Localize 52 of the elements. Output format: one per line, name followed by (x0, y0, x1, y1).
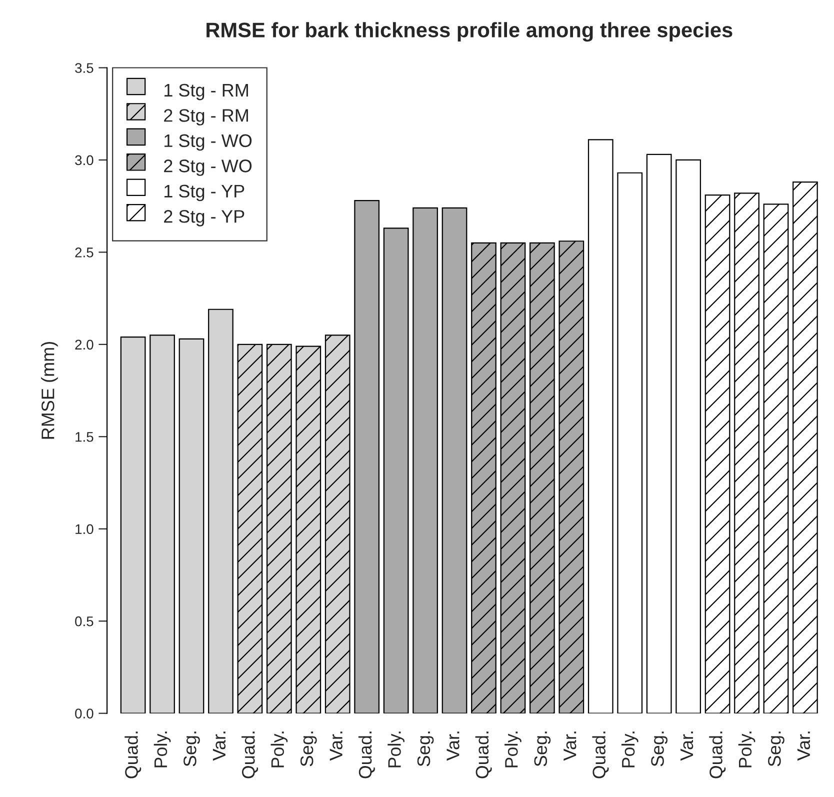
bar (150, 334, 175, 714)
bar (442, 207, 468, 714)
legend-label: 1 Stg - YP (164, 184, 244, 202)
bar (646, 154, 672, 714)
x-tick-label: Seg. (534, 732, 551, 766)
y-tick-label: 2.5 (75, 248, 94, 258)
x-tick-label: Quad. (242, 732, 258, 778)
bar (676, 159, 701, 714)
bar (354, 200, 380, 714)
y-tick-label: 1.0 (76, 524, 94, 534)
y-axis-title: RMSE (mm) (41, 342, 58, 439)
x-tick-label: Seg. (768, 732, 784, 766)
x-tick-label: Var. (797, 732, 810, 761)
x-tick-label: Var. (680, 732, 694, 761)
bar (178, 338, 204, 714)
x-tick-label: Poly. (388, 732, 404, 768)
x-tick-label: Seg. (184, 732, 200, 766)
y-tick-label: 2.0 (75, 340, 94, 350)
x-tick-label: Quad. (475, 732, 492, 778)
x-tick-label: Seg. (300, 732, 317, 766)
bar (588, 139, 614, 714)
x-tick-label: Poly. (270, 732, 288, 768)
x-tick-label: Poly. (738, 732, 756, 768)
x-tick-label: Quad. (592, 732, 609, 778)
x-tick-label: Poly. (154, 732, 171, 768)
legend-label: 2 Stg - YP (164, 210, 244, 226)
y-tick-label: 3.5 (75, 63, 94, 73)
bar (383, 228, 409, 714)
bar (412, 207, 438, 714)
x-tick-label: Var. (564, 732, 576, 761)
y-tick-label: 3.0 (75, 155, 94, 166)
x-tick-label: Quad. (124, 732, 142, 778)
legend-label: 1 Stg - RM (164, 84, 248, 100)
x-tick-label: Var. (446, 732, 460, 761)
bar (617, 172, 643, 714)
x-tick-label: Seg. (417, 732, 434, 766)
chart-title: RMSE for bark thickness profile among three species (206, 22, 732, 42)
legend-label: 2 Stg - WO (164, 160, 252, 176)
y-tick-label: 1.5 (76, 432, 94, 442)
x-tick-label: Var. (212, 732, 226, 761)
x-tick-label: Var. (330, 732, 342, 761)
y-tick-label: 0.5 (75, 616, 94, 626)
y-tick-label: 0.0 (75, 708, 94, 718)
x-tick-label: Poly. (621, 732, 638, 768)
x-tick-label: Poly. (504, 732, 522, 768)
x-tick-label: Seg. (651, 732, 668, 766)
legend-label: 2 Stg - RM (164, 109, 248, 126)
bar (120, 336, 146, 714)
bar (208, 308, 234, 714)
x-tick-label: Quad. (709, 732, 726, 778)
legend-label: 1 Stg - WO (164, 134, 252, 151)
x-tick-label: Quad. (358, 732, 375, 778)
